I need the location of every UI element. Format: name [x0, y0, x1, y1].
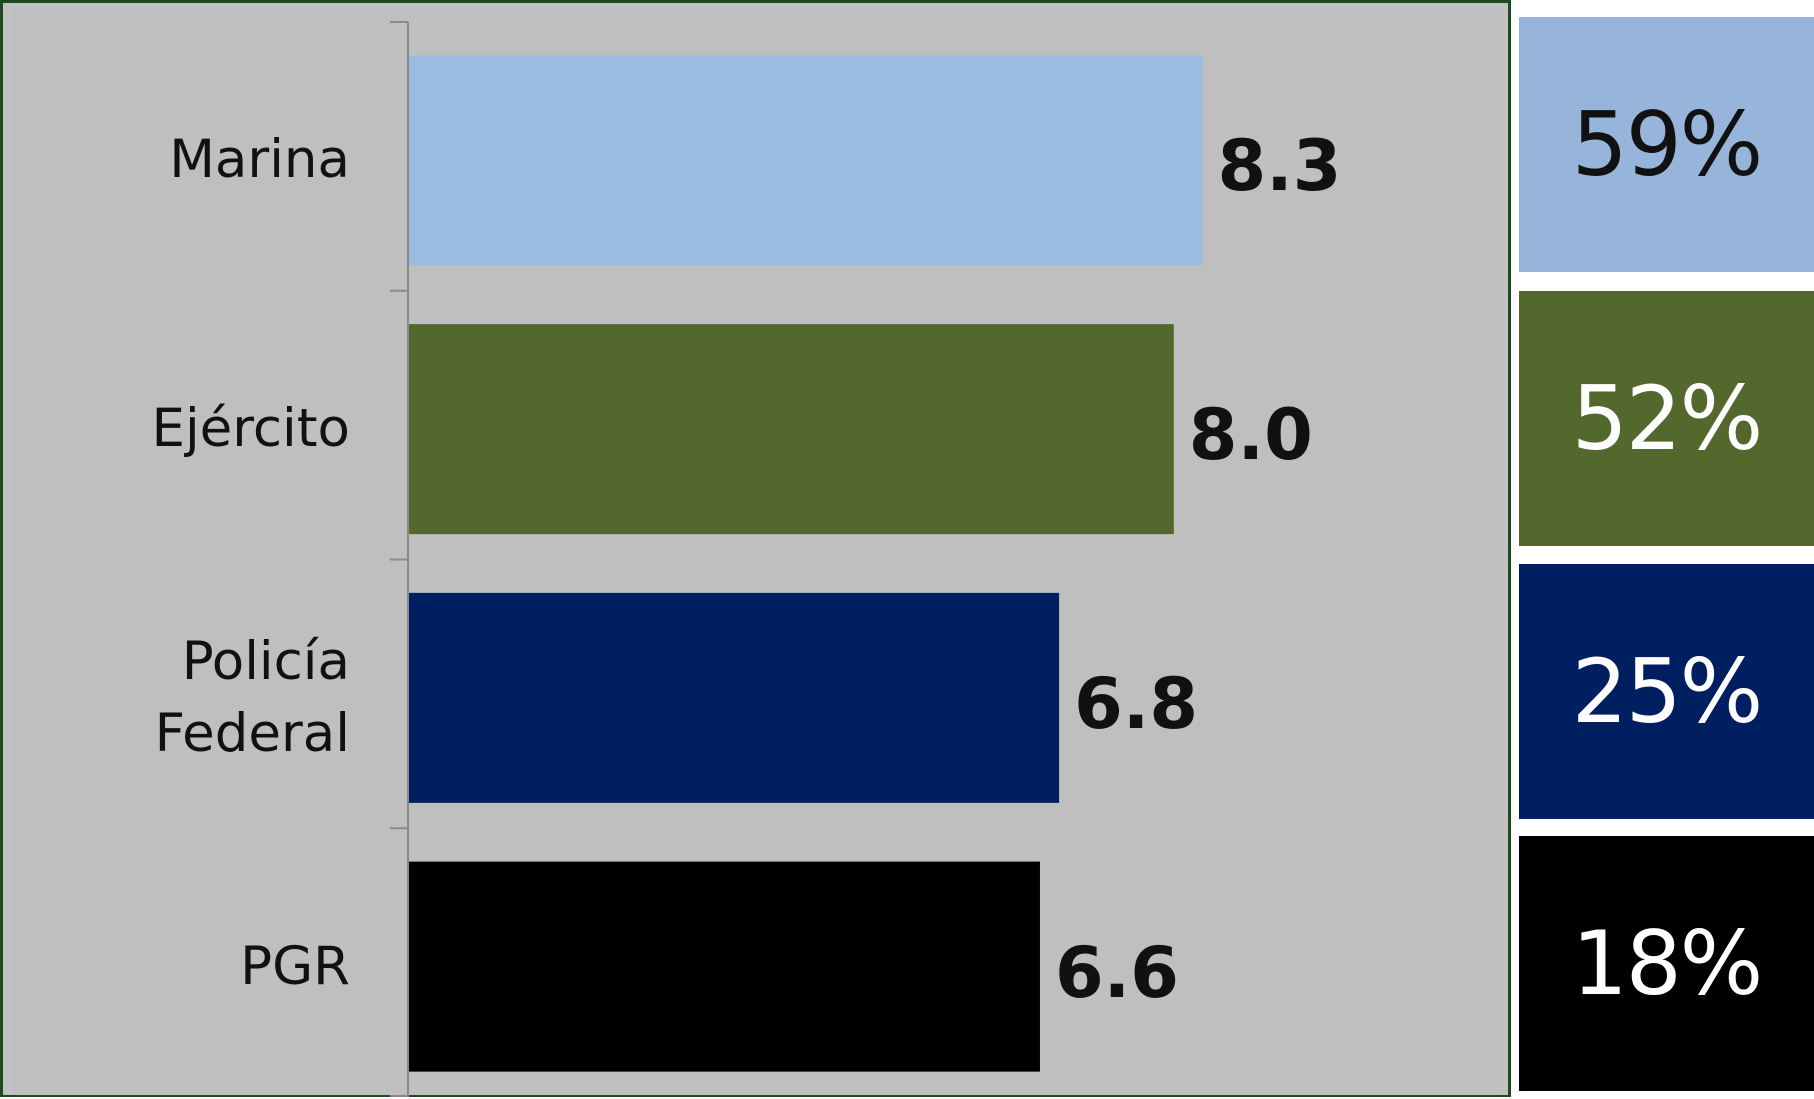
category-label-marina: Marina: [50, 124, 350, 196]
percentage-label: 59%: [1571, 93, 1764, 196]
percentage-box-ejercito: 52%: [1519, 291, 1814, 546]
percentage-box-marina: 59%: [1519, 17, 1814, 272]
category-label-line: PGR: [240, 935, 350, 997]
bar-policia-federal: [409, 592, 1060, 803]
category-label-line: Federal: [154, 702, 350, 764]
bar-pgr: [409, 861, 1040, 1072]
value-label-policia-federal: 6.8: [1074, 662, 1199, 745]
percentage-label: 25%: [1571, 640, 1764, 743]
category-label-line: Marina: [169, 129, 350, 191]
value-label-ejercito: 8.0: [1188, 394, 1313, 477]
category-label-ejercito: Ejército: [50, 393, 350, 465]
category-label-line: Ejército: [151, 398, 350, 460]
percentage-box-policia-federal: 25%: [1519, 564, 1814, 819]
percentage-label: 52%: [1571, 367, 1764, 470]
value-label-pgr: 6.6: [1054, 931, 1179, 1014]
bar-marina: [409, 55, 1203, 266]
percentage-box-pgr: 18%: [1519, 836, 1814, 1091]
percentage-column: 59% 52% 25% 18%: [1511, 0, 1814, 1099]
bar-chart: [390, 21, 1203, 1097]
bar-ejercito: [409, 324, 1174, 535]
category-label-pgr: PGR: [50, 931, 350, 1003]
category-label-policia-federal: Policía Federal: [50, 626, 350, 770]
value-label-marina: 8.3: [1217, 125, 1342, 208]
top-border-line: [0, 0, 1814, 3]
category-label-line: Policía: [181, 630, 350, 692]
percentage-label: 18%: [1571, 912, 1764, 1015]
